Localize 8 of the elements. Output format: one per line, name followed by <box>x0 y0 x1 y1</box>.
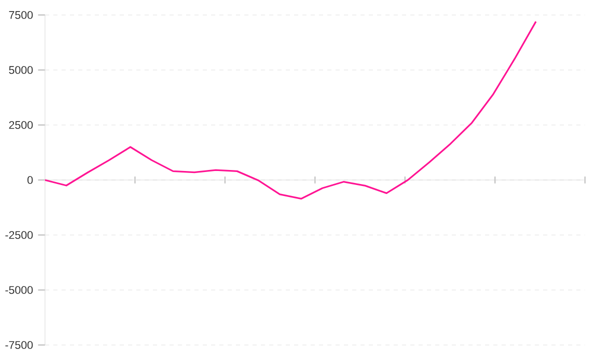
y-tick-label: 2500 <box>9 121 33 129</box>
y-tick-label: 7500 <box>9 11 33 19</box>
line-series <box>45 20 537 200</box>
y-tick-label: 5000 <box>9 66 33 74</box>
y-tick-label: -5000 <box>5 286 33 294</box>
y-tick-label: 0 <box>27 176 33 184</box>
y-tick-label: -2500 <box>5 231 33 239</box>
y-tick-label: -7500 <box>5 341 33 349</box>
